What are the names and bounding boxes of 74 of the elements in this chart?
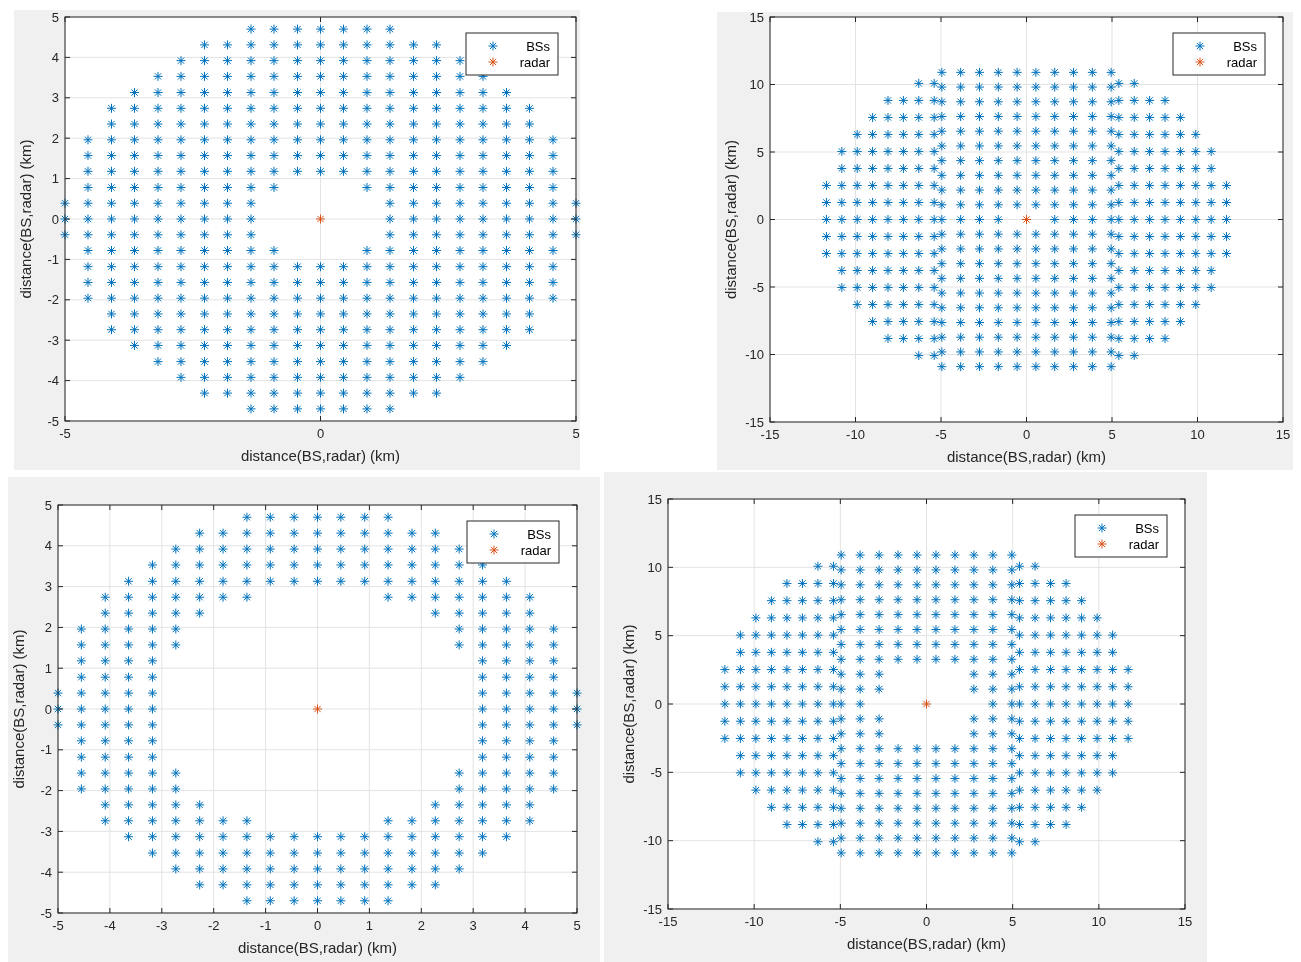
x-tick-label: 0 [313,918,322,933]
x-tick-label: -10 [846,427,865,442]
y-tick-label: 5 [756,144,764,160]
y-tick-label: -1 [47,251,59,267]
y-tick-label: -1 [40,742,52,758]
y-tick-label: 5 [44,497,52,513]
y-tick-label: 4 [51,49,59,65]
x-tick-label: 0 [1022,427,1031,442]
x-axis-title: distance(BS,radar) (km) [946,448,1107,465]
y-tick-label: -2 [47,292,59,308]
legend-label: radar [1226,54,1258,70]
x-tick-label: 0 [922,914,931,929]
y-tick-label: 15 [749,9,764,25]
legend-label: BSs [527,526,552,542]
y-tick-label: -5 [650,764,662,780]
y-tick-label: 2 [51,130,59,146]
y-tick-label: 10 [749,77,764,93]
x-axis-title: distance(BS,radar) (km) [240,447,401,464]
x-tick-label: 3 [469,918,477,933]
x-tick-label: 15 [1177,914,1193,929]
y-tick-label: -15 [643,901,662,917]
x-tick-label: 5 [1108,427,1116,442]
y-tick-label: 1 [51,171,59,187]
x-tick-label: -1 [259,918,272,933]
y-tick-label: -10 [643,833,662,849]
y-tick-label: -4 [47,373,59,389]
y-tick-label: 10 [647,559,662,575]
x-tick-label: 0 [316,426,325,441]
x-tick-label: 5 [573,918,581,933]
x-axis-title: distance(BS,radar) (km) [846,935,1007,952]
x-tick-label: -4 [104,918,116,933]
y-tick-label: 0 [654,696,662,712]
y-tick-label: -10 [745,347,764,363]
y-tick-label: 5 [51,9,59,25]
y-tick-label: 2 [44,619,52,635]
legend-label: radar [520,542,552,558]
y-axis-title: distance(BS,radar) (km) [10,629,27,789]
y-axis-title: distance(BS,radar) (km) [620,624,637,784]
y-tick-label: 3 [44,579,52,595]
legend-label: BSs [1233,38,1258,54]
legend-label: radar [519,54,551,70]
y-tick-label: 0 [756,212,764,228]
legend-label: BSs [526,38,551,54]
x-axis-title: distance(BS,radar) (km) [237,939,398,956]
x-tick-label: 5 [572,426,580,441]
x-tick-label: -5 [834,914,847,929]
legend-label: radar [1128,536,1160,552]
y-tick-label: 0 [44,701,52,717]
y-tick-label: 5 [654,628,662,644]
y-tick-label: -5 [752,279,764,295]
x-tick-label: 15 [1275,427,1291,442]
y-tick-label: -4 [40,864,52,880]
legend-label: BSs [1135,520,1160,536]
x-tick-label: 2 [417,918,425,933]
y-axis-title: distance(BS,radar) (km) [17,139,34,299]
x-tick-label: -2 [207,918,220,933]
y-tick-label: 4 [44,538,52,554]
y-tick-label: 1 [44,660,52,676]
y-tick-label: 0 [51,211,59,227]
y-tick-label: 3 [51,90,59,106]
y-tick-label: 15 [647,491,662,507]
y-tick-label: -3 [40,823,52,839]
y-axis-title: distance(BS,radar) (km) [722,139,739,300]
y-tick-label: -3 [47,332,59,348]
x-tick-label: -5 [935,427,947,442]
x-tick-label: 10 [1190,427,1205,442]
x-tick-label: 5 [1009,914,1017,929]
x-tick-label: 10 [1091,914,1107,929]
y-tick-label: -5 [47,413,59,429]
y-tick-label: -2 [40,783,52,799]
x-tick-label: 4 [521,918,529,933]
x-tick-label: 1 [365,918,374,933]
y-tick-label: -15 [745,414,764,430]
x-tick-label: -3 [156,918,168,933]
